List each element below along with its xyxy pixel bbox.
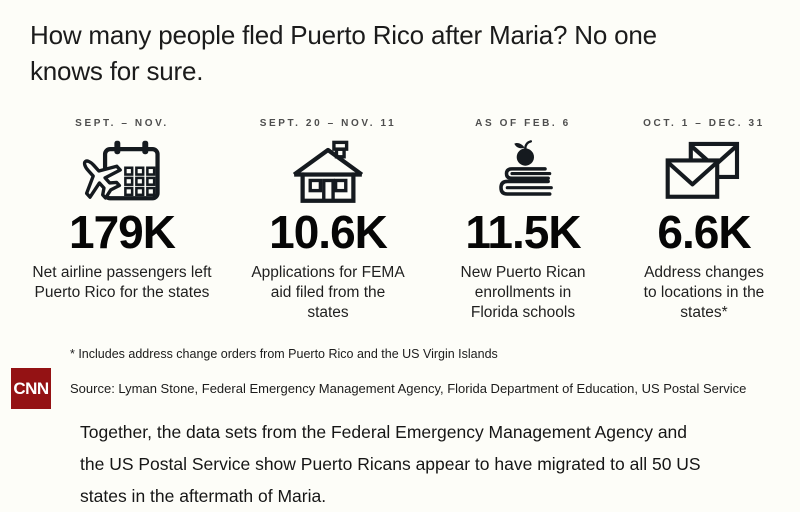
fema-house-icon (282, 138, 374, 206)
page-title: How many people fled Puerto Rico after M… (30, 20, 657, 86)
stat-description: Applications for FEMA aid filed from the… (251, 264, 405, 321)
stat-period: SEPT. 20 – NOV. 11 (259, 118, 397, 129)
stat-description: New Puerto Rican enrollments in Florida … (460, 264, 586, 321)
stat-value: 179K (69, 206, 176, 258)
stat-florida-enrollments: AS OF FEB. 6 11.5K New Puerto Rican enro… (434, 118, 612, 323)
source-line: Source: Lyman Stone, Federal Emergency M… (70, 381, 747, 396)
stat-fema-applications: SEPT. 20 – NOV. 11 10.6K Applications fo… (230, 118, 426, 323)
stat-period: SEPT. – NOV. (75, 118, 169, 129)
stat-value: 10.6K (269, 206, 388, 258)
stat-period: OCT. 1 – DEC. 31 (643, 118, 765, 129)
stat-address-changes: OCT. 1 – DEC. 31 6.6K Address changes to… (620, 118, 788, 323)
footnote: * Includes address change orders from Pu… (70, 347, 498, 361)
summary-paragraph: Together, the data sets from the Federal… (80, 422, 701, 506)
stat-value: 11.5K (465, 206, 581, 258)
envelopes-icon (656, 138, 752, 206)
stat-period: AS OF FEB. 6 (475, 118, 571, 129)
stat-value: 6.6K (657, 206, 751, 258)
cnn-logo: CNN (11, 368, 51, 409)
stats-row: SEPT. – NOV. 179K Net airline passengers… (22, 118, 788, 323)
stat-airline-passengers: SEPT. – NOV. 179K Net airline passengers… (22, 118, 222, 323)
plane-calendar-icon (72, 138, 172, 206)
books-apple-icon (477, 138, 569, 206)
stat-description: Address changes to locations in the stat… (643, 264, 765, 321)
stat-description: Net airline passengers left Puerto Rico … (32, 264, 212, 301)
